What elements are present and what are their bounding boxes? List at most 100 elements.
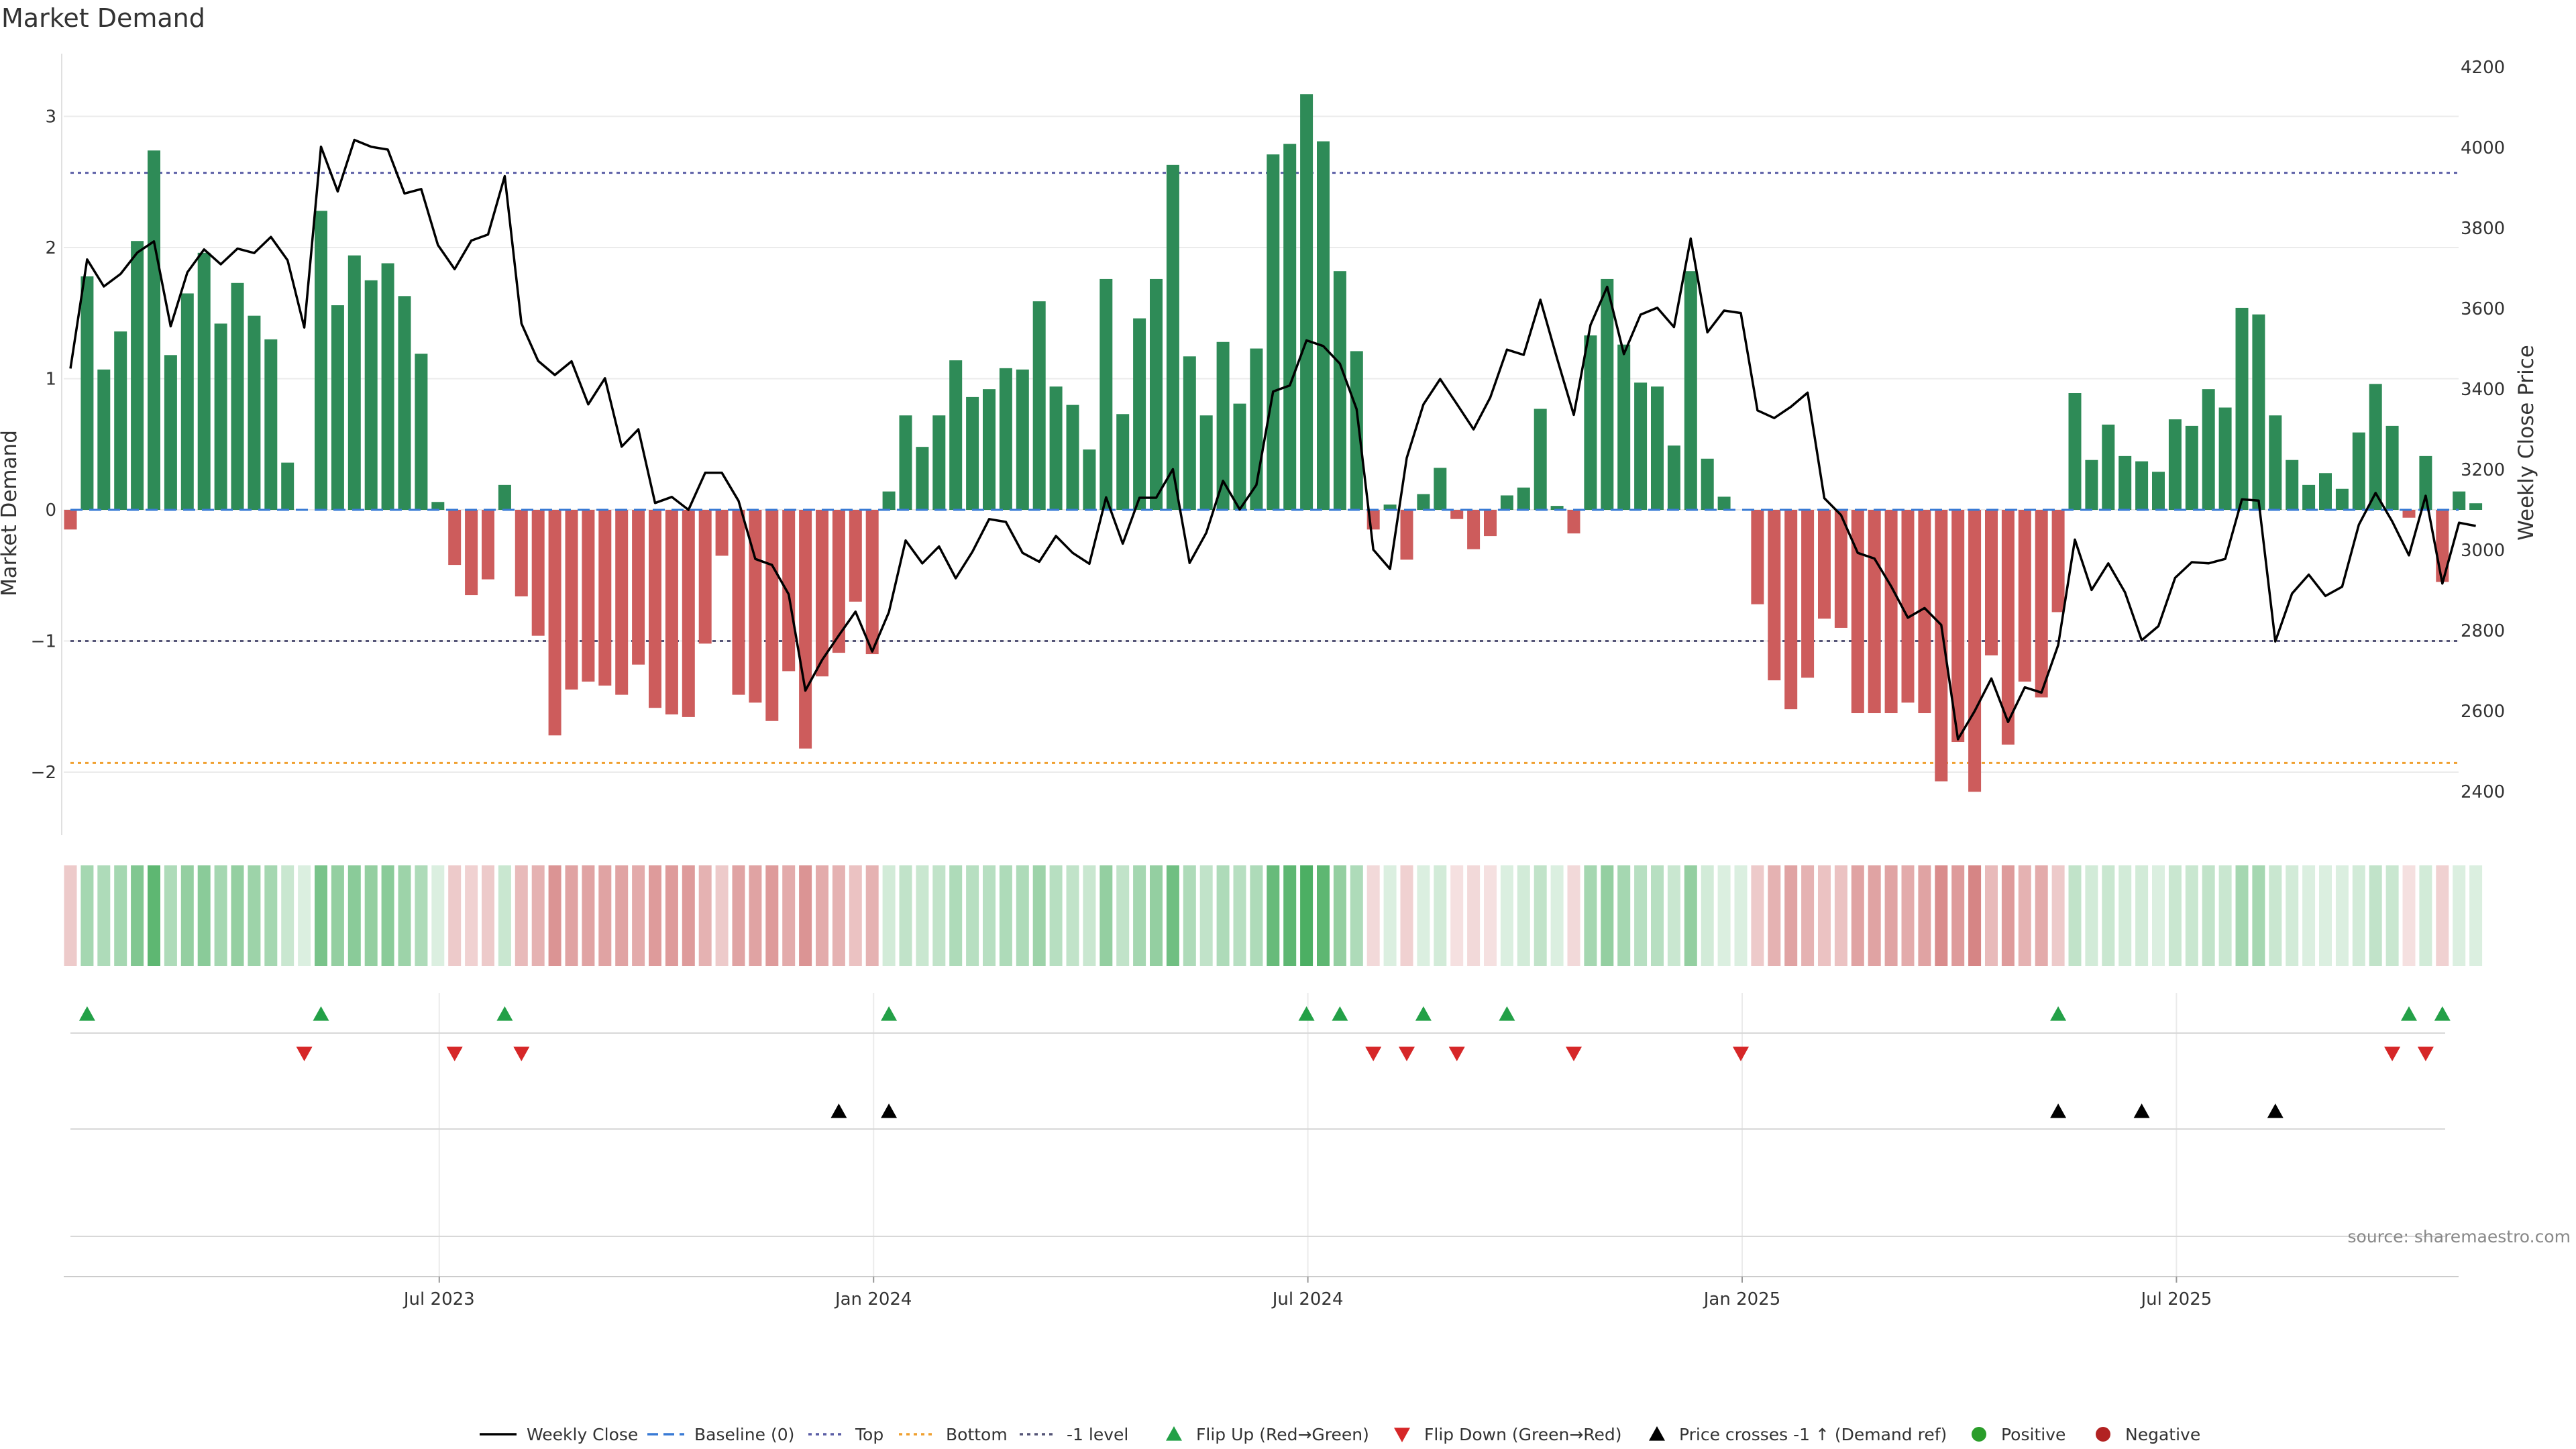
demand-bar (865, 510, 879, 655)
heat-strip-cell (1768, 865, 1781, 966)
demand-bar (598, 510, 612, 686)
demand-bar (582, 510, 595, 682)
heat-strip-cell (1951, 865, 1965, 966)
flip-up-marker (1499, 1006, 1515, 1021)
y-tick-label: 1 (45, 370, 56, 390)
demand-bar (2469, 503, 2483, 510)
demand-bar (1333, 271, 1346, 510)
demand-bar (2419, 455, 2432, 510)
heat-strip-cell (2302, 865, 2316, 966)
heat-strip-cell (1801, 865, 1815, 966)
heat-strip-cell (248, 865, 261, 966)
x-tick-label: Jan 2024 (834, 1289, 912, 1309)
demand-bar (1717, 496, 1731, 510)
heat-strip-cell (732, 865, 745, 966)
heat-strip-cell (1283, 865, 1297, 966)
demand-bar (1617, 344, 1631, 510)
demand-bar (1985, 510, 1998, 656)
heat-strip-cell (1250, 865, 1263, 966)
heat-strip-cell (1884, 865, 1898, 966)
heat-strip-cell (2152, 865, 2165, 966)
heat-strip-cell (1517, 865, 1530, 966)
demand-bar (1049, 386, 1063, 510)
heat-strip-cell (548, 865, 561, 966)
demand-bar (565, 510, 578, 690)
demand-bar (1801, 510, 1815, 678)
demand-bar (2135, 461, 2149, 510)
heat-strip-cell (816, 865, 828, 966)
heat-strip-cell (1150, 865, 1163, 966)
heat-strip-cell (1183, 865, 1196, 966)
demand-bar (966, 396, 979, 510)
legend-label: Baseline (0) (694, 1425, 794, 1444)
demand-bar (1233, 403, 1246, 510)
demand-bar (1383, 504, 1397, 510)
heat-strip-cell (431, 865, 445, 966)
y-axis-left-ticks: 3 2 1 0 −1 −2 (31, 107, 56, 784)
heat-strip-cell (1383, 865, 1397, 966)
flip-down-marker (296, 1046, 313, 1061)
heat-strip-cell (1567, 865, 1580, 966)
heat-strip-cell (2286, 865, 2299, 966)
heat-strip-cell (849, 865, 862, 966)
price-cross-marker (881, 1104, 898, 1118)
demand-bar (2118, 455, 2132, 510)
demand-bar (782, 510, 796, 672)
heat-strip-cell (966, 865, 979, 966)
heat-strip-cell (180, 865, 194, 966)
demand-bar (197, 252, 211, 510)
demand-bar (2001, 510, 2015, 745)
demand-bar (164, 355, 177, 510)
flip-down-marker (1733, 1046, 1749, 1061)
demand-bar (1434, 468, 1447, 510)
heat-strip-cell (2235, 865, 2249, 966)
demand-bar (1651, 386, 1664, 510)
demand-bar (932, 415, 946, 510)
demand-bar (114, 331, 127, 510)
flip-down-marker (1365, 1046, 1382, 1061)
y2-tick-label: 2400 (2461, 782, 2505, 802)
demand-bar (347, 255, 361, 510)
heat-strip-cell (2135, 865, 2149, 966)
demand-bar (999, 368, 1012, 510)
demand-bar (983, 389, 996, 510)
heat-strip-cell (1267, 865, 1280, 966)
heat-strip-cell (698, 865, 712, 966)
x-axis-ticks: Jul 2023 Jan 2024 Jul 2024 Jan 2025 Jul 2025 (402, 1277, 2212, 1309)
demand-bar (1467, 510, 1481, 549)
demand-bar (1768, 510, 1781, 681)
y-tick-label: 0 (45, 500, 56, 521)
heat-strip-cell (1366, 865, 1380, 966)
flip-down-marker (1448, 1046, 1465, 1061)
demand-bar (2102, 424, 2115, 510)
demand-bar (1183, 356, 1196, 510)
demand-heat-strip (64, 865, 2483, 966)
y-tick-label: −1 (31, 632, 56, 652)
heat-strip-cell (2085, 865, 2098, 966)
heat-strip-cell (1918, 865, 1931, 966)
demand-bars (64, 94, 2483, 792)
flip-up-marker (1415, 1006, 1432, 1021)
flip-up-marker (2401, 1006, 2417, 1021)
heat-strip-cell (2185, 865, 2198, 966)
demand-bar (1968, 510, 1982, 792)
demand-bar (515, 510, 528, 597)
demand-bar (381, 263, 394, 510)
legend-label: -1 level (1067, 1425, 1128, 1444)
heat-strip-cell (2419, 865, 2432, 966)
demand-bar (448, 510, 462, 566)
heat-strip-cell (2118, 865, 2132, 966)
heat-strip-cell (531, 865, 545, 966)
demand-bar (2018, 510, 2031, 682)
demand-bar (1032, 301, 1046, 510)
demand-bar (231, 282, 244, 510)
heat-strip-cell (565, 865, 578, 966)
heat-strip-cell (2319, 865, 2332, 966)
demand-bar (1918, 510, 1931, 714)
heat-strip-cell (264, 865, 278, 966)
y-tick-label: 2 (45, 238, 56, 258)
x-tick-label: Jul 2024 (1271, 1289, 1344, 1309)
heat-strip-cell (1333, 865, 1346, 966)
flip-down-marker (513, 1046, 530, 1061)
